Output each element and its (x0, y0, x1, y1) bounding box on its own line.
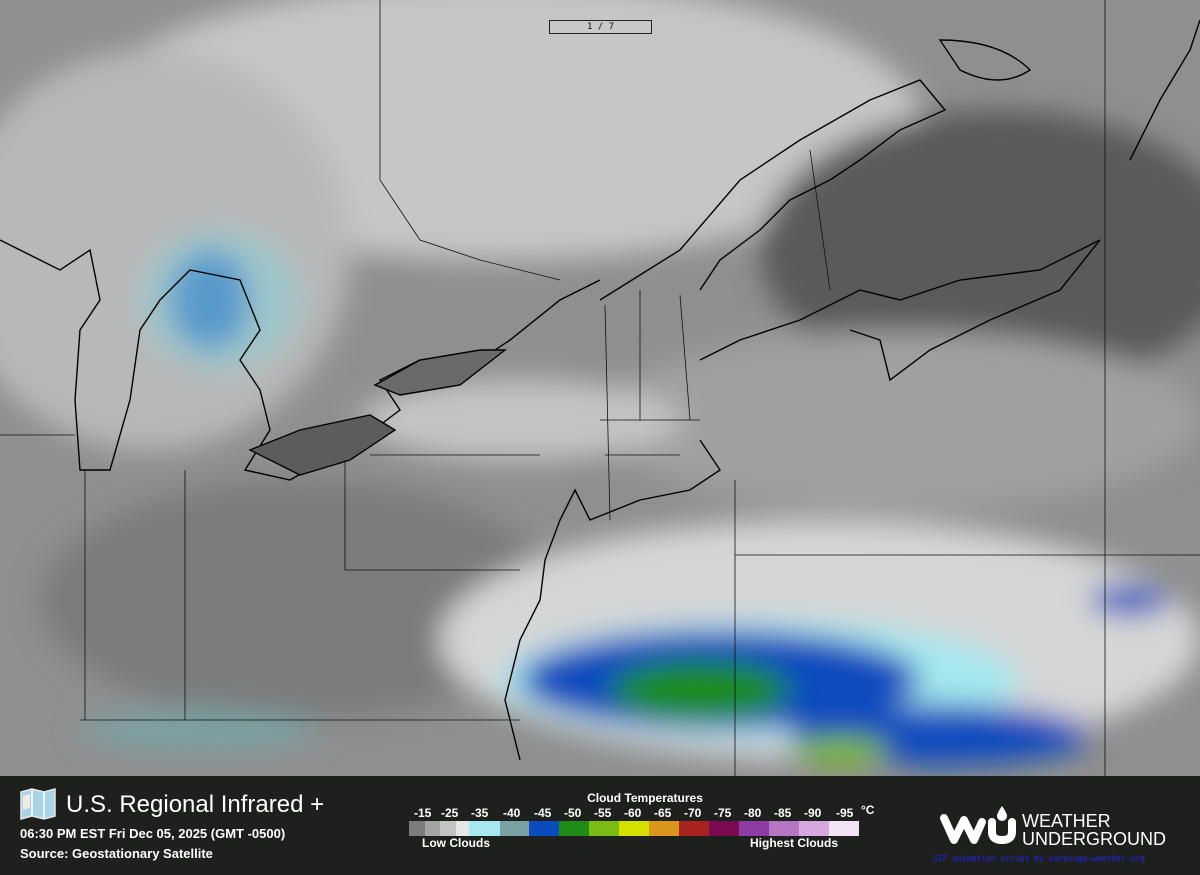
legend-label: -65 (654, 806, 672, 820)
legend-swatch (500, 821, 529, 836)
credit-link[interactable]: GIF animation script by saratoga-weather… (933, 854, 1145, 863)
legend-title: Cloud Temperatures (587, 791, 703, 805)
legend-swatch (619, 821, 649, 836)
timestamp: 06:30 PM EST Fri Dec 05, 2025 (GMT -0500… (20, 826, 286, 841)
legend-swatch (649, 821, 679, 836)
legend-label: -75 (714, 806, 732, 820)
legend-label: -25 (441, 806, 459, 820)
legend-swatch (425, 821, 440, 836)
legend-label: -35 (471, 806, 489, 820)
legend-swatch (589, 821, 619, 836)
legend-label: -95 (836, 806, 854, 820)
frame-counter: 1 / 7 (549, 20, 652, 34)
brand-name-line1: WEATHER (1022, 811, 1111, 831)
legend-color-scale (409, 821, 859, 836)
legend-label: -70 (684, 806, 702, 820)
legend-swatch (799, 821, 829, 836)
brand-name: WEATHER UNDERGROUND (1022, 812, 1166, 848)
legend-label: -40 (503, 806, 521, 820)
satellite-imagery (0, 0, 1200, 776)
legend-swatch (559, 821, 589, 836)
legend-swatch (529, 821, 559, 836)
legend-swatch (829, 821, 859, 836)
legend-swatch (440, 821, 456, 836)
legend-label: -90 (804, 806, 822, 820)
legend-swatch (769, 821, 799, 836)
legend-low-label: Low Clouds (422, 836, 490, 850)
coastlines (0, 19, 1200, 761)
info-bar: U.S. Regional Infrared + 06:30 PM EST Fr… (0, 776, 1200, 875)
legend-swatch (709, 821, 739, 836)
legend-label: -50 (564, 806, 582, 820)
legend-label: -55 (594, 806, 612, 820)
legend-label: -45 (534, 806, 552, 820)
legend-swatch (739, 821, 769, 836)
legend-swatch (469, 821, 500, 836)
legend-label: -85 (774, 806, 792, 820)
legend-label: -80 (744, 806, 762, 820)
legend-labels: -15 -25 -35 -40 -45 -50 -55 -60 -65 -70 -75 -80 -85-… (409, 803, 879, 820)
legend-high-label: Highest Clouds (750, 836, 839, 850)
legend-unit: °C (861, 803, 875, 817)
legend-swatch (679, 821, 709, 836)
map-icon (20, 788, 56, 820)
legend-label: -15 (414, 806, 432, 820)
brand-name-line2: UNDERGROUND (1022, 829, 1166, 849)
legend-swatch (456, 821, 469, 836)
weather-underground-logo (940, 806, 1016, 844)
data-source: Source: Geostationary Satellite (20, 846, 213, 861)
legend-label: -60 (624, 806, 642, 820)
satellite-map: 1 / 7 (0, 0, 1200, 776)
legend-swatch (409, 821, 425, 836)
map-title: U.S. Regional Infrared + (66, 791, 325, 818)
state-borders (0, 0, 1200, 776)
